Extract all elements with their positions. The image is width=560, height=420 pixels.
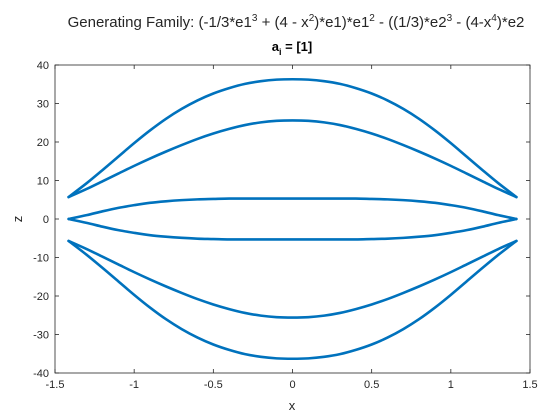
y-tick-label: -20	[33, 291, 49, 303]
title-part: )*e1)*e1	[314, 14, 369, 31]
title-part: Generating Family: (-1/3*e1	[68, 14, 252, 31]
x-tick-label: 0	[289, 379, 295, 391]
y-tick-label: 40	[37, 60, 49, 72]
title-superscript: 4	[491, 13, 497, 24]
title-superscript: 3	[252, 13, 258, 24]
y-axis-label: z	[10, 216, 25, 223]
series-line-1	[67, 77, 518, 199]
title-part: - ((1/3)*e2	[375, 14, 447, 31]
x-tick-label: -1.5	[46, 379, 65, 391]
subtitle-rest: = [1]	[282, 39, 313, 54]
x-tick-label: -1	[129, 379, 139, 391]
y-tick-label: 0	[43, 214, 49, 226]
title-part: - (4-x	[452, 14, 492, 31]
chart-title: Generating Family: (-1/3*e13 + (4 - x2)*…	[68, 13, 525, 31]
y-tick-label: -10	[33, 253, 49, 265]
y-tick-label: 30	[37, 99, 49, 111]
subtitle-main: a	[272, 39, 280, 54]
x-tick-label: 1.5	[522, 379, 537, 391]
series-line-3	[67, 197, 518, 221]
title-part: )*e2	[497, 14, 525, 31]
title-part: + (4 - x	[257, 14, 309, 31]
x-tick-label: 1	[448, 379, 454, 391]
subtitle-subscript: i	[279, 47, 282, 57]
axis-ticks: -1.5 -1 -0.5 0 0.5 1 1.5 -40 -30 -20 -10 0 10 20 30 40	[33, 60, 538, 391]
title-superscript: 2	[369, 13, 375, 24]
series-line-4	[67, 217, 518, 241]
y-tick-label: 20	[37, 137, 49, 149]
plot-area-frame	[54, 64, 531, 374]
series-line-2	[67, 119, 518, 199]
y-tick-label: -40	[33, 368, 49, 380]
x-axis-label: x	[289, 398, 296, 413]
title-superscript: 3	[447, 13, 453, 24]
x-tick-label: -0.5	[204, 379, 223, 391]
chart-subtitle: ai = [1]	[272, 39, 312, 57]
series-line-5	[67, 239, 518, 319]
series-line-6	[67, 239, 518, 361]
series-lines	[67, 77, 518, 361]
title-superscript: 2	[309, 13, 315, 24]
y-tick-label: -30	[33, 330, 49, 342]
x-tick-label: 0.5	[364, 379, 379, 391]
y-tick-label: 10	[37, 176, 49, 188]
